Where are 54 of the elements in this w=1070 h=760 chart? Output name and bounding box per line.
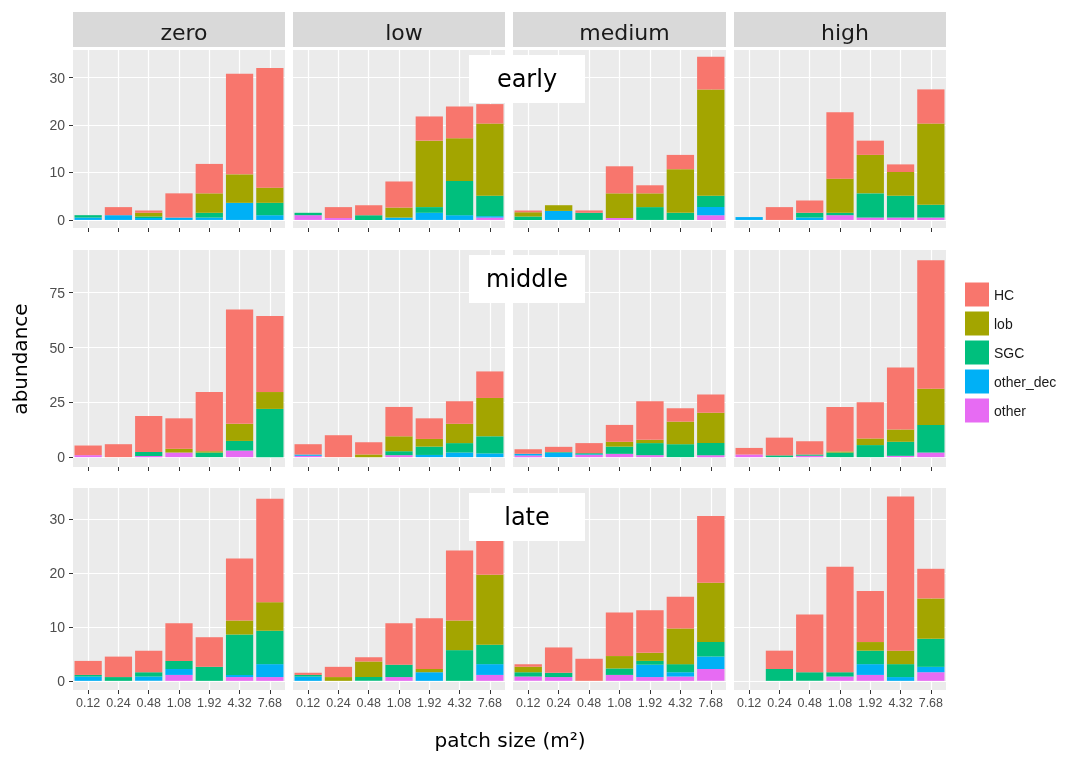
x-tick-label: 1.08	[827, 695, 853, 710]
x-tick-label: 0.24	[326, 695, 351, 710]
annotation: middle	[469, 255, 585, 303]
legend-label: other_dec	[994, 373, 1057, 390]
y-tick-label: 30	[49, 69, 66, 86]
x-tick-label: 1.92	[417, 695, 442, 710]
chart-title: low	[385, 19, 423, 45]
x-tick-label: 1.08	[386, 695, 412, 710]
x-tick-label: 0.12	[516, 695, 541, 710]
x-tick-label: 4.32	[888, 695, 913, 710]
y-tick-label: 0	[57, 449, 66, 466]
legend-label: HC	[994, 286, 1015, 303]
x-tick-label: 4.32	[447, 695, 472, 710]
x-tick-label: 1.92	[858, 695, 883, 710]
legend-label: SGC	[994, 344, 1025, 361]
x-tick-label: 7.68	[918, 695, 944, 710]
chart-title: high	[821, 19, 869, 45]
y-tick-label: 20	[49, 565, 66, 582]
y-tick-label: 75	[49, 284, 66, 301]
y-tick-label: 50	[49, 339, 66, 356]
annotation: early	[469, 55, 585, 103]
annotation: late	[469, 493, 585, 541]
chart-title: medium	[579, 19, 670, 45]
x-tick-label: 1.92	[197, 695, 222, 710]
x-tick-label: 0.12	[75, 695, 101, 710]
x-tick-label: 1.92	[637, 695, 663, 710]
x-tick-label: 7.68	[698, 695, 723, 710]
y-tick-label: 10	[49, 164, 66, 181]
y-tick-label: 20	[49, 117, 66, 133]
x-tick-label: 0.24	[106, 695, 131, 710]
legend-label: other	[994, 402, 1027, 419]
y-axis-title: abundance	[8, 301, 32, 417]
x-tick-label: 0.12	[295, 695, 321, 710]
x-axis-title: patch size (m²)	[433, 728, 587, 752]
x-tick-label: 0.24	[767, 695, 792, 710]
x-tick-label: 0.48	[136, 695, 161, 710]
y-tick-label: 0	[57, 211, 66, 228]
x-tick-label: 0.24	[546, 695, 571, 710]
y-tick-label: 0	[57, 672, 66, 689]
x-tick-label: 7.68	[257, 695, 283, 710]
x-tick-label: 0.48	[356, 695, 381, 710]
x-tick-label: 1.08	[166, 695, 192, 710]
chart-title: zero	[160, 19, 208, 45]
y-tick-label: 30	[49, 511, 66, 528]
y-tick-label: 10	[49, 618, 66, 635]
x-tick-label: 4.32	[227, 695, 252, 710]
x-tick-label: 4.32	[668, 695, 693, 710]
x-tick-label: 0.48	[797, 695, 822, 710]
x-tick-label: 1.08	[607, 695, 632, 710]
y-tick-label: 25	[49, 394, 66, 411]
x-tick-label: 0.12	[736, 695, 762, 710]
legend-label: lob	[994, 315, 1013, 332]
x-tick-label: 0.48	[576, 695, 602, 710]
x-tick-label: 7.68	[477, 695, 503, 710]
